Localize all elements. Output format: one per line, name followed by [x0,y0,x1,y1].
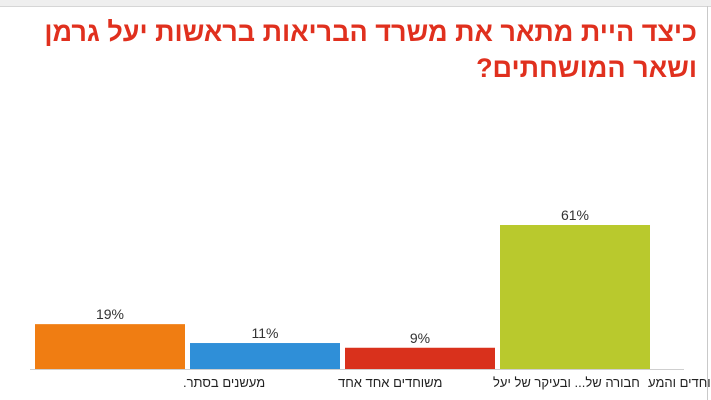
data-label-3: 9% [410,330,430,346]
category-label-1: מעשנים בסתר. [183,375,265,390]
bar-3 [345,347,495,369]
bar-4 [500,225,650,369]
top-strip [0,0,711,7]
category-label-3: חבורה של... ובעיקר של יעל [493,375,640,390]
data-label-2: 11% [252,325,279,341]
data-label-1: 19% [96,306,124,322]
category-label-4: בדוקקקקקקקקק שכל השוחדים והמע [648,375,711,390]
chart-title: כיצד היית מתאר את משרד הבריאות בראשות יע… [44,17,697,83]
category-label-2: משוחדים אחד אחד [338,375,442,390]
bar-1 [35,324,185,369]
bar-2 [190,343,340,369]
data-label-4: 61% [561,207,589,223]
scrollbar-edge [707,6,708,400]
